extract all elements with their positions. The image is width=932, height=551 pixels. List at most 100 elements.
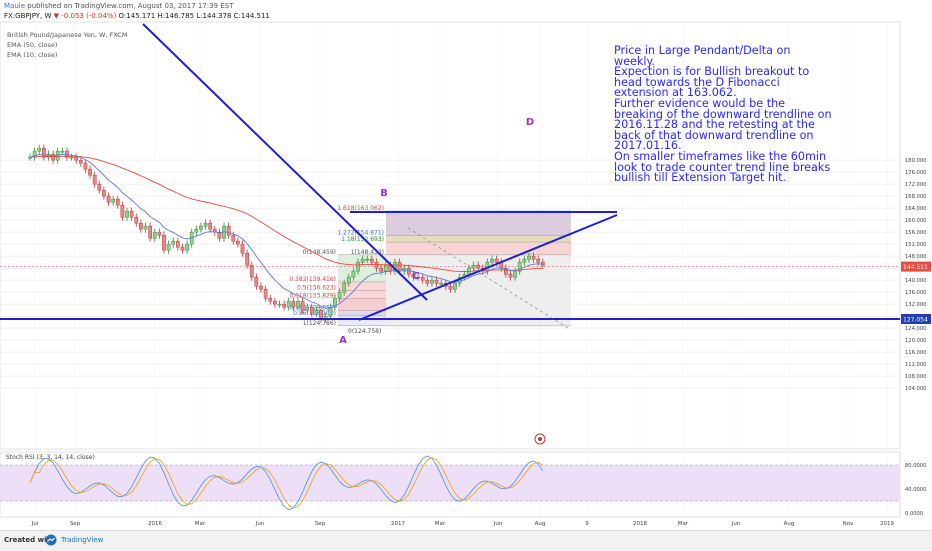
support-price-tag	[901, 314, 931, 324]
note-line: bullish till Extension Target hit.	[614, 171, 787, 185]
ema10-line	[29, 153, 543, 309]
fib-retracement-zone	[338, 254, 386, 282]
x-tick-label: 2019	[880, 521, 894, 527]
candle-body	[513, 270, 517, 278]
fib-extension-zone	[386, 210, 571, 236]
fib-level-label: 1(148.433)	[351, 249, 384, 256]
candle-body	[268, 297, 273, 302]
candle-body	[69, 156, 74, 159]
author-link[interactable]: Maule	[4, 2, 26, 10]
footer-bar: Created with TradingView	[0, 530, 932, 551]
candle-body	[328, 306, 333, 317]
candle-body	[143, 225, 148, 230]
x-tick-label: Nov	[843, 521, 854, 527]
candle-body	[379, 267, 383, 272]
stoch-title: Stoch RSI (3, 3, 14, 14, close)	[6, 454, 95, 461]
fib-extension-zone	[386, 235, 571, 243]
down-triangle-icon: ▼	[53, 12, 60, 20]
candle-body	[273, 300, 277, 305]
note-line: On smaller timeframes like the 60min	[614, 149, 827, 163]
candle-body	[97, 183, 102, 191]
candle-body	[125, 210, 129, 218]
fib-retracement-zone	[338, 315, 386, 326]
fib-level-label: 0(148.459)	[303, 249, 336, 256]
candle-body	[351, 270, 356, 278]
candle-body	[346, 276, 351, 284]
candle-body	[120, 204, 125, 218]
note-line: Expection is for Bullish breakout to	[614, 65, 810, 79]
candle-body	[245, 252, 249, 266]
candle-body	[139, 222, 143, 230]
note-line: Price in Large Pendant/Delta on	[614, 44, 791, 57]
candle-body	[208, 222, 213, 230]
candle-body	[106, 195, 111, 203]
projection-dashed-line	[407, 227, 572, 331]
candle-body	[439, 282, 444, 285]
candle-body	[171, 240, 176, 245]
candle-body	[92, 174, 97, 185]
candle-body	[420, 276, 425, 281]
fib-level-label: 1.272(154.871)	[337, 230, 384, 237]
event-marker-dot	[538, 437, 542, 441]
y-tick-label: 108.000	[905, 374, 926, 380]
ema50-line	[29, 155, 543, 272]
candle-body	[199, 225, 203, 230]
note-line: look to trade counter trend line breaks	[614, 160, 831, 174]
candle-body	[416, 276, 420, 279]
symbol-header: FX:GBPJPY, W ▼ -0.053 (-0.04%) O:145.171…	[4, 12, 270, 20]
wave-label-c: C	[412, 271, 419, 282]
y-tick-label: 132.000	[905, 302, 926, 308]
fib-retracement-zone	[338, 310, 386, 316]
stoch-band	[0, 465, 900, 501]
candle-body	[434, 279, 439, 284]
stoch-d-line	[29, 457, 544, 509]
legend-ema10: EMA (10, close)	[7, 51, 58, 59]
candle-body	[180, 246, 185, 251]
x-tick-label: Jul	[31, 521, 39, 527]
candle-body	[296, 300, 300, 308]
wave-label-a: A	[339, 335, 347, 346]
candle-body	[333, 297, 337, 308]
candle-body	[185, 243, 189, 251]
candle-body	[226, 225, 231, 236]
candle-body	[309, 306, 314, 314]
x-tick-label: 2018	[633, 521, 647, 527]
candle-body	[129, 210, 134, 218]
candle-body	[194, 228, 199, 233]
fib-retracement-zone	[338, 281, 386, 291]
candle-body	[217, 231, 222, 239]
candle-body	[314, 309, 319, 314]
candle-body	[51, 153, 55, 161]
candle-body	[504, 267, 508, 275]
created-with-label: Created with	[4, 536, 55, 544]
y-tick-label: 140.000	[905, 278, 926, 284]
candle-body	[342, 282, 347, 293]
candle-body	[88, 168, 92, 176]
tradingview-brand-link[interactable]: TradingView	[61, 536, 104, 544]
x-tick-label: Mar	[678, 521, 689, 527]
candle-body	[203, 222, 208, 227]
candle-body	[425, 279, 430, 284]
candle-body	[148, 225, 152, 239]
stoch-tick-label: 0.0000	[905, 511, 923, 517]
wave-label-d: D	[526, 117, 534, 128]
analysis-note: Price in Large Pendant/Delta on weekly. …	[614, 44, 832, 185]
candle-body	[74, 156, 79, 161]
candle-body	[508, 273, 513, 278]
candle-body	[411, 273, 416, 278]
candle-body	[236, 240, 240, 245]
y-tick-label: 124.000	[905, 326, 926, 332]
y-tick-label: 180.000	[905, 158, 926, 164]
x-tick-label: 9	[585, 521, 589, 527]
candle-body	[536, 258, 541, 263]
candle-body	[282, 303, 286, 308]
published-text: published on TradingView.com, August 03,…	[27, 2, 234, 10]
candle-body	[254, 276, 259, 287]
candle-body	[448, 285, 453, 290]
y-tick-label: 112.000	[905, 362, 926, 368]
fib-level-label: 0.618(133.829)	[289, 293, 336, 300]
stoch-tick-label: 80.0000	[905, 463, 926, 469]
change-value: -0.053 (-0.04%)	[61, 12, 117, 20]
